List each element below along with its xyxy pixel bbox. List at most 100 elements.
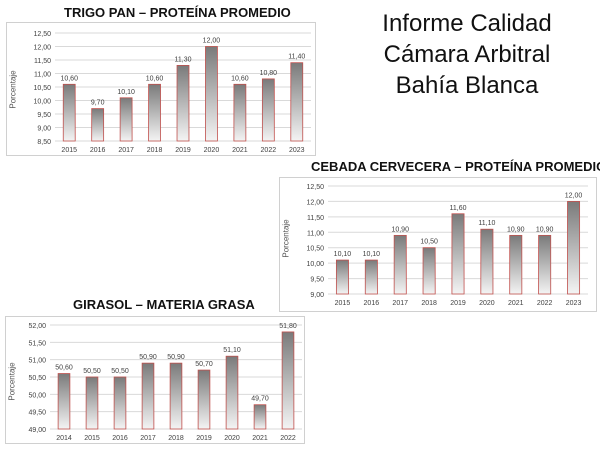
cebada-bar-2015 [335, 259, 349, 295]
cebada-data-label-2017: 10,90 [391, 226, 409, 233]
report-title-line-3: Bahía Blanca [395, 72, 539, 99]
trigo-x-tick-label-2019: 2019 [175, 147, 191, 154]
girasol-y-tick-label: 50,50 [28, 375, 46, 382]
cebada-x-tick-label-2018: 2018 [421, 300, 437, 307]
girasol-x-tick-label-2018: 2018 [168, 435, 184, 442]
cebada-chart-plot: 9,00 9,50 10,00 10,50 11,00 11,50 12,00 12,50 10… [306, 184, 588, 307]
girasol-y-tick-label: 50,00 [28, 392, 46, 399]
cebada-data-label-2022: 10,90 [536, 226, 554, 233]
girasol-data-label-2018: 50,90 [167, 354, 185, 361]
trigo-bar-2020 [205, 46, 218, 142]
girasol-bar-2017 [141, 362, 155, 430]
girasol-bar-2016 [113, 376, 127, 430]
trigo-y-tick-label: 9,00 [37, 126, 51, 133]
cebada-x-tick-label-2016: 2016 [364, 300, 380, 307]
girasol-x-tick-label-2022: 2022 [280, 435, 296, 442]
girasol-y-tick-label: 49,50 [28, 410, 46, 417]
cebada-x-tick-label-2017: 2017 [392, 300, 408, 307]
trigo-x-tick-label-2021: 2021 [232, 147, 248, 154]
cebada-y-tick-label: 10,50 [306, 246, 324, 253]
cebada-bar-2022 [538, 234, 552, 295]
cebada-data-label-2021: 10,90 [507, 226, 525, 233]
trigo-bar-2016 [91, 108, 105, 142]
trigo-x-tick-label-2022: 2022 [261, 147, 277, 154]
trigo-y-tick-label: 8,50 [37, 139, 51, 146]
girasol-data-label-2021: 49,70 [251, 396, 269, 403]
trigo-x-tick-label-2016: 2016 [90, 147, 106, 154]
trigo-bar-2015 [62, 83, 76, 142]
girasol-chart: Porcentaje 49,00 49,50 50,00 50,50 51,00 51,5… [5, 316, 305, 444]
cebada-y-tick-label: 11,50 [307, 215, 324, 222]
trigo-data-label-2016: 9,70 [91, 100, 105, 107]
girasol-y-tick-label: 49,00 [28, 427, 46, 434]
cebada-y-tick-label: 10,00 [306, 261, 324, 268]
cebada-y-tick-label: 9,50 [310, 277, 324, 284]
girasol-x-tick-label-2015: 2015 [84, 435, 100, 442]
girasol-chart-plot: 49,00 49,50 50,00 50,50 51,00 51,50 52,00 50,60… [28, 323, 302, 442]
girasol-bar-2014 [57, 373, 71, 430]
cebada-y-tick-label: 12,50 [306, 184, 324, 191]
cebada-y-tick-label: 11,00 [307, 230, 324, 237]
girasol-y-tick-label: 51,00 [28, 358, 46, 365]
cebada-data-label-2023: 12,00 [565, 192, 583, 199]
trigo-bar-2019 [176, 65, 190, 142]
trigo-data-label-2019: 11,30 [175, 56, 192, 63]
trigo-chart-plot: 8,50 9,00 9,50 10,00 10,50 11,00 11,50 12,00 12,… [33, 31, 311, 154]
trigo-bar-2022 [261, 78, 275, 142]
trigo-chart-title: TRIGO PAN – PROTEÍNA PROMEDIO [64, 5, 291, 20]
girasol-x-tick-label-2019: 2019 [196, 435, 212, 442]
trigo-bar-2018 [148, 83, 161, 142]
trigo-data-label-2022: 10,80 [260, 70, 278, 77]
cebada-data-label-2015: 10,10 [334, 251, 352, 258]
girasol-data-label-2014: 50,60 [55, 365, 73, 372]
girasol-data-label-2019: 50,70 [195, 361, 213, 368]
cebada-x-tick-label-2023: 2023 [566, 300, 582, 307]
girasol-y-tick-label: 51,50 [28, 340, 46, 347]
cebada-bar-2018 [422, 247, 436, 295]
girasol-x-tick-label-2014: 2014 [56, 435, 72, 442]
cebada-chart-title: CEBADA CERVECERA – PROTEÍNA PROMEDIO [311, 159, 600, 174]
trigo-data-label-2021: 10,60 [231, 75, 249, 82]
trigo-y-tick-label: 11,00 [34, 72, 51, 79]
girasol-bar-2020 [225, 355, 239, 430]
trigo-y-tick-label: 12,50 [33, 31, 51, 38]
trigo-y-tick-label: 12,00 [33, 45, 51, 52]
cebada-bar-2020 [480, 228, 494, 295]
trigo-y-tick-label: 9,50 [37, 112, 51, 119]
girasol-bar-2021 [253, 404, 267, 430]
girasol-x-tick-label-2016: 2016 [112, 435, 128, 442]
report-title-line-2: Cámara Arbitral [383, 41, 551, 68]
trigo-x-tick-label-2018: 2018 [147, 147, 163, 154]
trigo-bar-2023 [290, 62, 304, 142]
trigo-data-label-2018: 10,60 [146, 75, 164, 82]
cebada-bar-2017 [393, 234, 407, 295]
cebada-x-tick-label-2022: 2022 [537, 300, 553, 307]
trigo-x-tick-label-2023: 2023 [289, 147, 305, 154]
girasol-y-tick-label: 52,00 [28, 323, 46, 330]
girasol-chart-title: GIRASOL – MATERIA GRASA [73, 297, 255, 312]
cebada-x-tick-label-2021: 2021 [508, 300, 524, 307]
girasol-x-tick-label-2020: 2020 [224, 435, 240, 442]
cebada-bar-2021 [509, 234, 523, 295]
cebada-data-label-2019: 11,60 [450, 205, 467, 212]
cebada-x-tick-label-2019: 2019 [450, 300, 466, 307]
girasol-data-label-2020: 51,10 [223, 347, 241, 354]
girasol-bar-2015 [85, 376, 99, 430]
trigo-data-label-2020: 12,00 [203, 38, 221, 45]
girasol-bar-2018 [169, 362, 183, 430]
cebada-x-tick-label-2020: 2020 [479, 300, 495, 307]
cebada-y-tick-label: 12,00 [306, 199, 324, 206]
girasol-data-label-2022: 51,80 [279, 323, 297, 330]
trigo-x-tick-label-2020: 2020 [204, 147, 220, 154]
cebada-x-tick-label-2015: 2015 [335, 300, 351, 307]
report-title-line-1: Informe Calidad [382, 10, 552, 37]
trigo-data-label-2023: 11,40 [288, 54, 305, 61]
girasol-data-label-2015: 50,50 [83, 368, 101, 375]
girasol-bar-2019 [197, 369, 211, 430]
cebada-bar-2023 [567, 201, 581, 295]
trigo-data-label-2017: 10,10 [117, 89, 135, 96]
trigo-data-label-2015: 10,60 [60, 75, 78, 82]
report-title: Informe Calidad Cámara Arbitral Bahía Bl… [352, 8, 582, 101]
cebada-chart: Porcentaje 9,00 9,50 10,00 10,50 11,00 11,50 1… [279, 177, 597, 312]
trigo-chart: Porcentaje 8,50 9,00 9,50 10,00 10,50 11,00 11… [6, 22, 316, 156]
